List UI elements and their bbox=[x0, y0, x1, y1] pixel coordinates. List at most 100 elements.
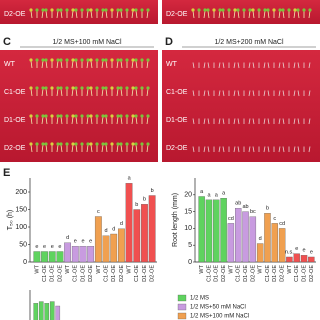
row-label: C1-OE bbox=[4, 89, 26, 96]
seedling bbox=[263, 62, 266, 69]
significance-letter: e bbox=[303, 248, 306, 254]
leaf bbox=[101, 114, 105, 118]
legend-swatch bbox=[177, 294, 187, 302]
row-label: D1-OE bbox=[166, 117, 188, 124]
leaf bbox=[80, 142, 84, 146]
category-label: D1-OE bbox=[214, 265, 220, 282]
seedling bbox=[101, 144, 104, 153]
seedling bbox=[71, 60, 74, 69]
category-label: D1-OE bbox=[243, 265, 249, 282]
leaf bbox=[140, 86, 144, 90]
leaf bbox=[101, 8, 105, 12]
seedling bbox=[203, 90, 206, 97]
bar bbox=[256, 243, 264, 263]
seedling bbox=[120, 60, 123, 69]
leaf bbox=[134, 142, 138, 146]
seedling bbox=[86, 60, 89, 69]
seedling bbox=[60, 10, 63, 19]
leaf bbox=[71, 114, 75, 118]
seedling bbox=[192, 146, 195, 153]
seedling bbox=[120, 10, 123, 19]
seedling bbox=[116, 116, 119, 125]
leaf bbox=[56, 8, 60, 12]
seedling bbox=[146, 116, 149, 125]
seedling bbox=[192, 90, 195, 97]
bar bbox=[205, 199, 213, 263]
significance-letter: a bbox=[215, 192, 219, 198]
row-label: D2-OE bbox=[4, 145, 26, 152]
bar bbox=[293, 253, 300, 263]
leaf bbox=[101, 58, 105, 62]
seedling bbox=[120, 88, 123, 97]
leaf bbox=[104, 58, 108, 62]
leaf bbox=[212, 8, 216, 12]
leaf bbox=[74, 8, 78, 12]
significance-letter: a bbox=[222, 191, 226, 197]
seedling bbox=[282, 62, 285, 69]
seedling bbox=[60, 116, 63, 125]
seedling bbox=[237, 118, 240, 125]
leaf bbox=[242, 8, 246, 12]
seedling bbox=[308, 90, 311, 97]
bar bbox=[48, 251, 56, 263]
seedling bbox=[248, 62, 251, 69]
significance-letter: b bbox=[266, 206, 269, 212]
seedling bbox=[41, 10, 44, 19]
seedling bbox=[60, 88, 63, 97]
leaf bbox=[71, 58, 75, 62]
leaf bbox=[134, 86, 138, 90]
y-tick-label: 5 bbox=[188, 242, 192, 249]
category-label: WT bbox=[199, 264, 205, 273]
leaf bbox=[95, 58, 99, 62]
bar bbox=[235, 208, 242, 263]
category-label: D2-OE bbox=[309, 265, 315, 282]
seedling bbox=[278, 62, 281, 69]
seedling bbox=[86, 88, 89, 97]
leaf bbox=[44, 86, 48, 90]
leaf bbox=[131, 58, 135, 62]
seedling bbox=[75, 116, 78, 125]
bar bbox=[308, 256, 315, 263]
leaf bbox=[110, 114, 114, 118]
leaf bbox=[206, 8, 210, 12]
leaf bbox=[218, 8, 222, 12]
seedling bbox=[41, 116, 44, 125]
leaf bbox=[281, 8, 285, 12]
leaf bbox=[146, 142, 150, 146]
leaf bbox=[263, 8, 267, 12]
leaf bbox=[29, 86, 33, 90]
leaf bbox=[110, 142, 114, 146]
leaf bbox=[89, 142, 93, 146]
seedling bbox=[75, 60, 78, 69]
significance-letter: d bbox=[120, 221, 123, 227]
significance-letter: ab bbox=[235, 201, 241, 207]
leaf bbox=[89, 8, 93, 12]
leaf bbox=[56, 58, 60, 62]
y-tick-label: 15 bbox=[184, 208, 192, 215]
seedling bbox=[207, 146, 210, 153]
seedling bbox=[131, 116, 134, 125]
category-label: WT bbox=[65, 264, 71, 273]
seedling bbox=[233, 10, 236, 19]
bar bbox=[87, 246, 95, 263]
leaf bbox=[146, 58, 150, 62]
seedling bbox=[30, 88, 33, 97]
seedling bbox=[203, 10, 206, 19]
significance-letter: e bbox=[295, 246, 298, 252]
leaf bbox=[248, 8, 252, 12]
y-tick-label: 0 bbox=[23, 259, 27, 266]
leaf bbox=[110, 86, 114, 90]
legend-swatch bbox=[177, 312, 187, 320]
seedling bbox=[297, 146, 300, 153]
legend-label: 1/2 MS bbox=[190, 296, 209, 302]
bar bbox=[102, 235, 110, 263]
leaf bbox=[203, 8, 207, 12]
seedling bbox=[30, 116, 33, 125]
leaf bbox=[125, 58, 129, 62]
leaf bbox=[74, 86, 78, 90]
significance-letter: c bbox=[97, 209, 100, 215]
leaf bbox=[110, 8, 114, 12]
seedling bbox=[222, 118, 225, 125]
leaf bbox=[95, 8, 99, 12]
leaf bbox=[50, 86, 54, 90]
